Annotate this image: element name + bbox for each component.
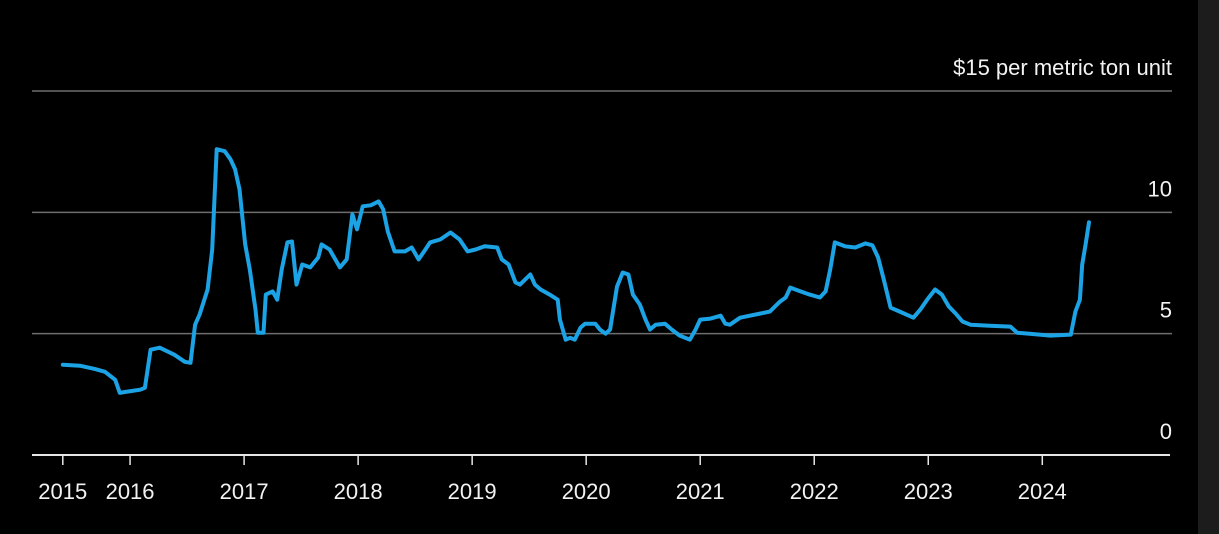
y-tick-label: $15 per metric ton unit — [953, 55, 1172, 80]
x-tick-label: 2023 — [904, 479, 953, 504]
x-tick-label: 2017 — [220, 479, 269, 504]
y-tick-label: 10 — [1148, 176, 1172, 201]
x-tick-label: 2015 — [38, 479, 87, 504]
x-tick-label: 2018 — [334, 479, 383, 504]
side-border — [1198, 0, 1219, 534]
y-tick-label: 0 — [1160, 419, 1172, 444]
x-tick-label: 2021 — [676, 479, 725, 504]
x-tick-label: 2020 — [562, 479, 611, 504]
x-tick-label: 2022 — [790, 479, 839, 504]
price-line — [60, 147, 1091, 395]
y-tick-label: 5 — [1160, 298, 1172, 323]
x-tick-label: 2019 — [448, 479, 497, 504]
x-tick-label: 2024 — [1018, 479, 1067, 504]
x-tick-label: 2016 — [106, 479, 155, 504]
